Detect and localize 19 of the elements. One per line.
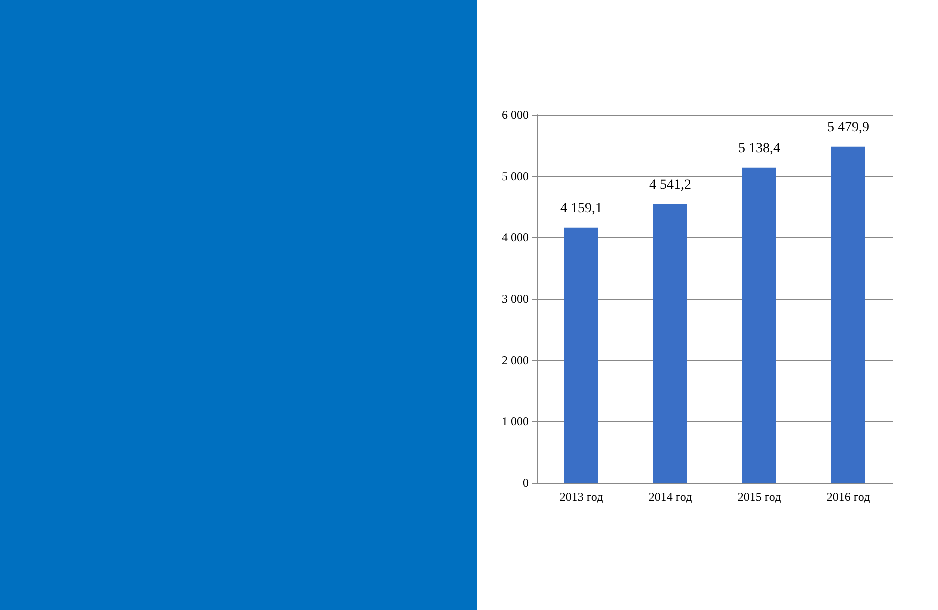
y-tick-label: 6 000 <box>502 108 529 122</box>
data-label: 5 479,9 <box>828 120 870 136</box>
y-tick-label: 3 000 <box>502 292 529 306</box>
bar <box>564 228 598 483</box>
x-tick-label: 2015 год <box>738 490 782 504</box>
x-tick-label: 2013 год <box>560 490 604 504</box>
y-tick-label: 1 000 <box>502 414 529 429</box>
bar <box>654 204 688 483</box>
x-tick-label: 2016 год <box>826 490 870 504</box>
x-tick-label: 2014 год <box>648 490 692 504</box>
data-label: 4 159,1 <box>560 201 602 216</box>
data-label: 4 541,2 <box>650 178 692 193</box>
bar <box>832 146 866 483</box>
y-tick-label: 2 000 <box>502 353 529 368</box>
y-tick-label: 0 <box>523 476 529 490</box>
bar <box>742 168 776 483</box>
y-tick-label: 4 000 <box>502 230 529 245</box>
y-tick-label: 5 000 <box>502 169 529 184</box>
data-label: 5 138,4 <box>738 141 780 156</box>
